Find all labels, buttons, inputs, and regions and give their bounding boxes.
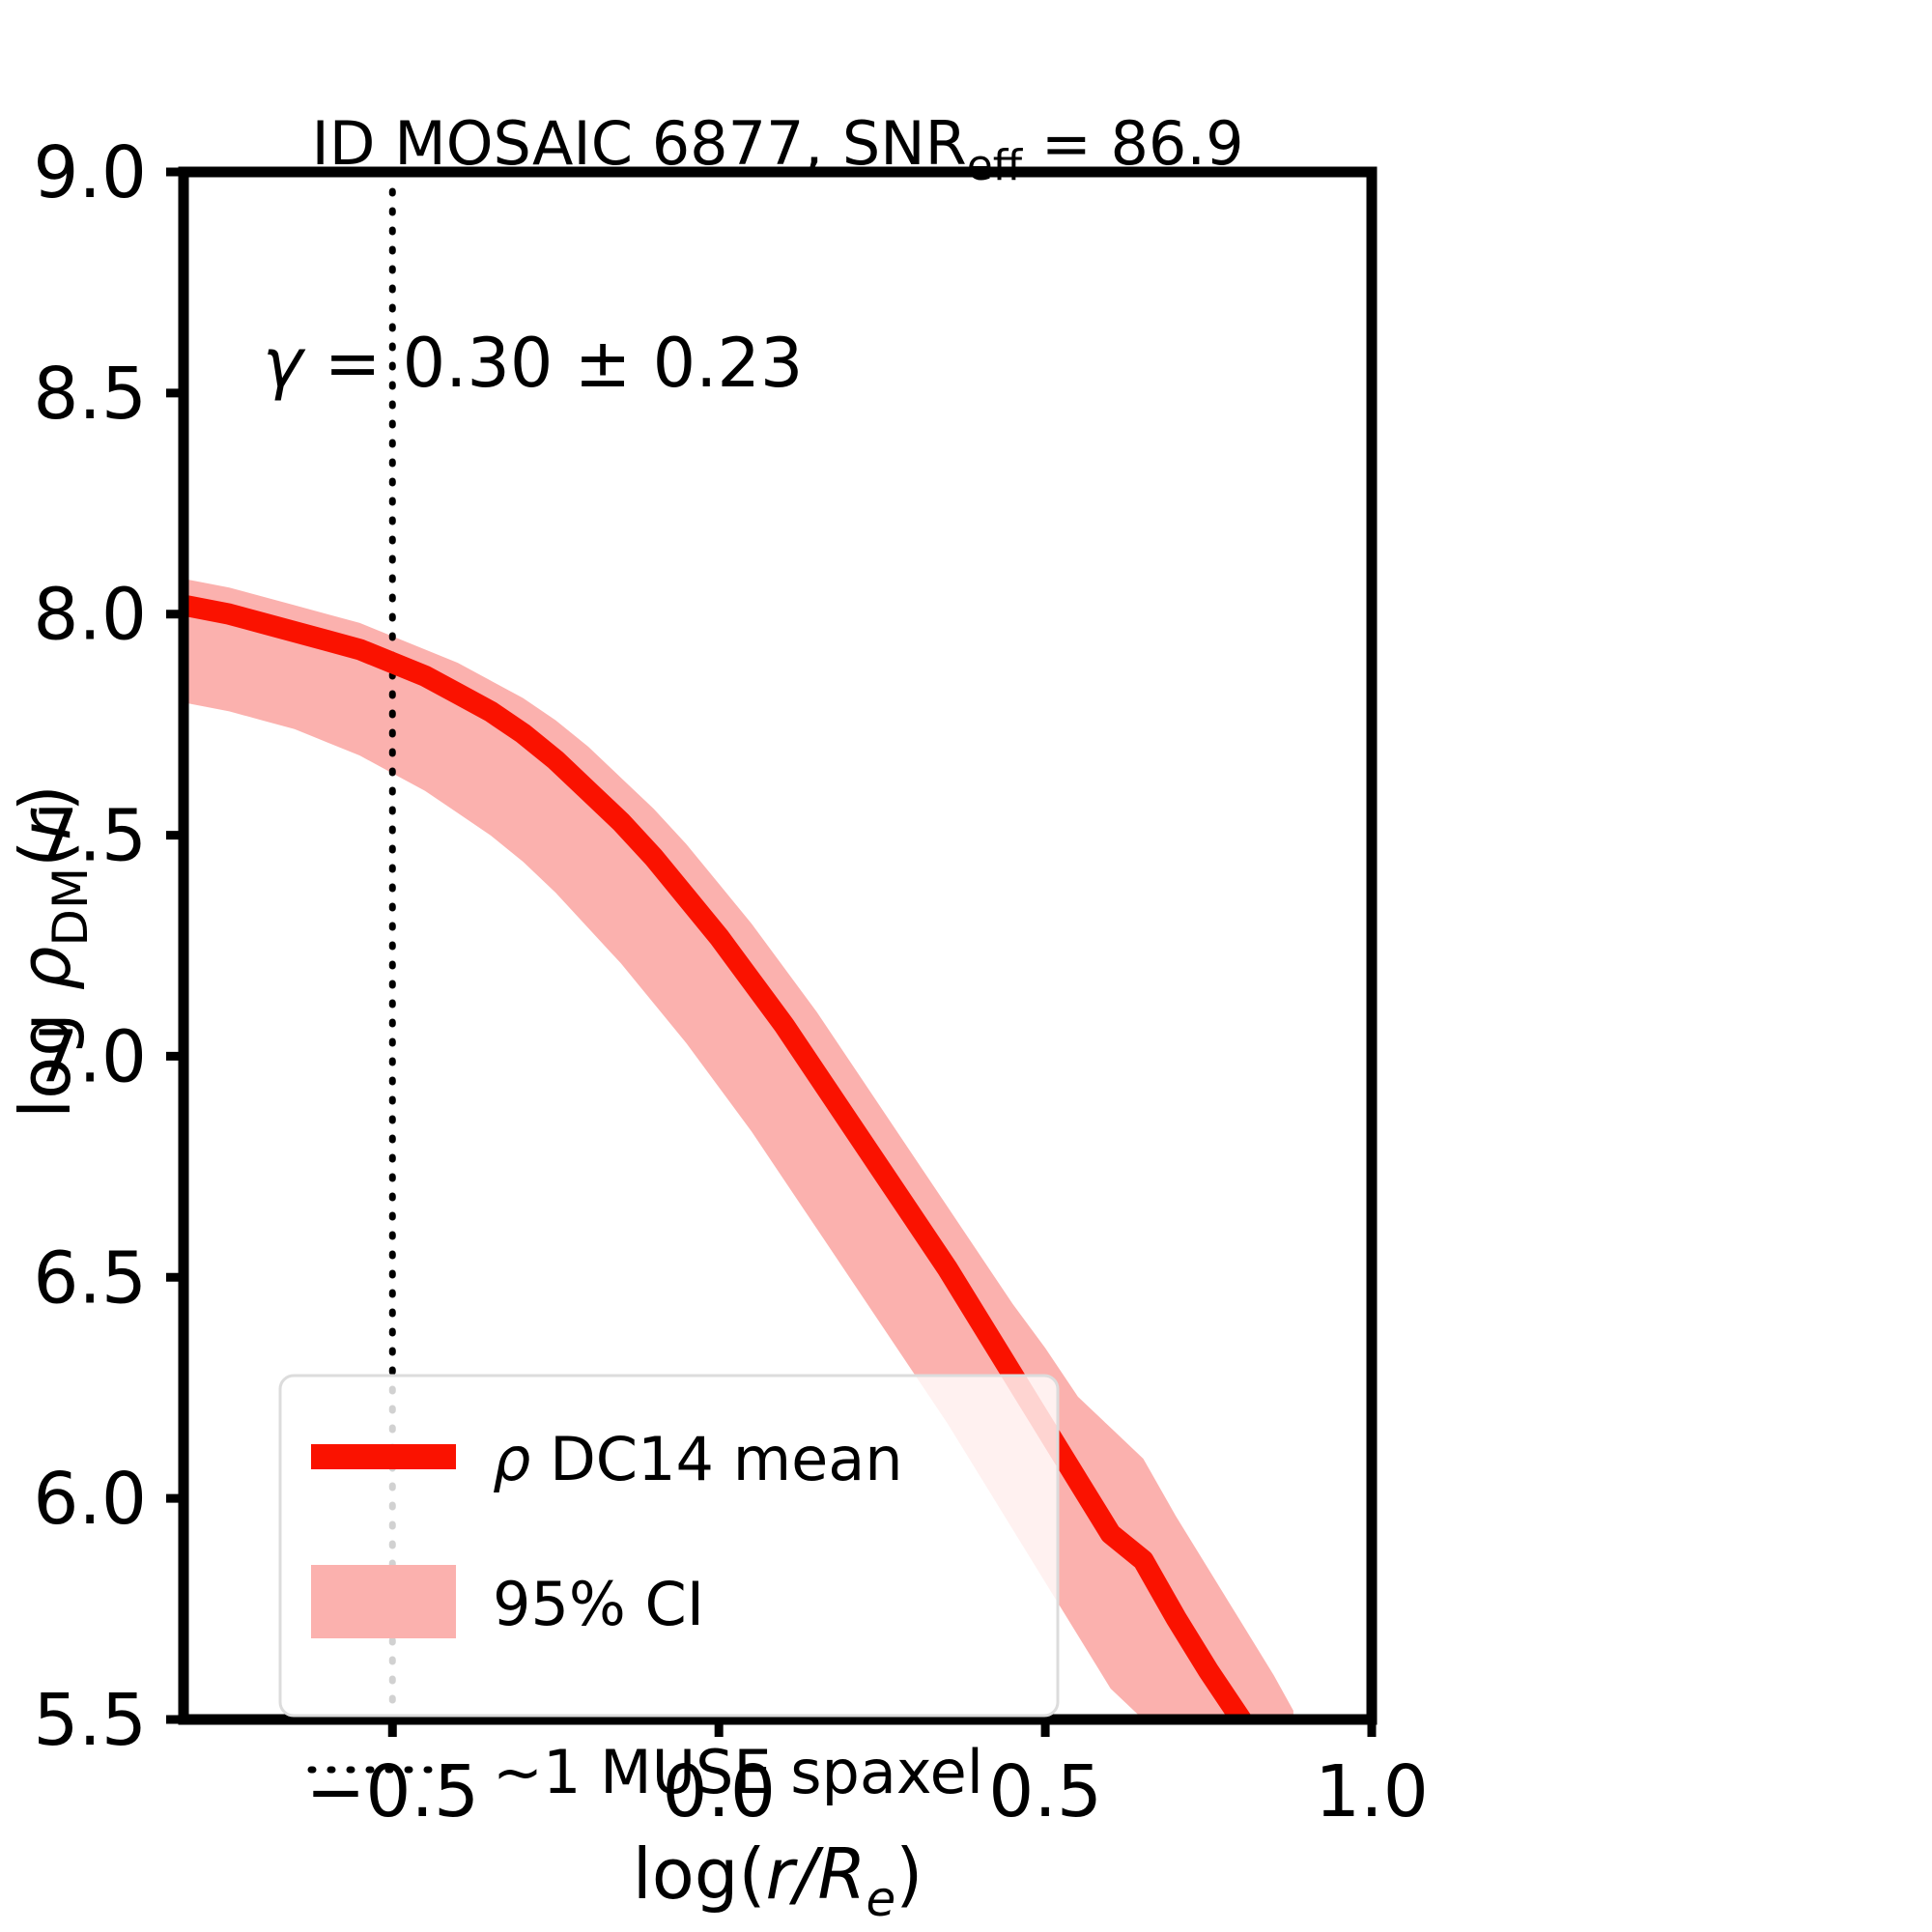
y-tick-label-2: 6.5 (33, 1236, 147, 1320)
y-axis-label: log ρDM(r) (5, 784, 99, 1119)
legend-label-mean: ρ DC14 mean (493, 1424, 903, 1494)
y-tick-label-4: 7.5 (33, 795, 147, 878)
legend[interactable]: ρ DC14 mean 95% CI ~1 MUSE spaxel (278, 1374, 1060, 1807)
x-tick-label-3: 1.0 (1315, 1750, 1429, 1833)
mean-curve-group (184, 594, 1255, 1719)
y-tick-label-7: 9.0 (33, 131, 147, 214)
y-tick-label-6: 8.5 (33, 353, 147, 436)
x-axis-ticks (387, 1719, 1377, 1737)
y-tick-label-3: 7.0 (33, 1015, 147, 1098)
x-tick-label-0: −0.5 (305, 1750, 479, 1833)
y-axis-tick-labels: 5.5 6.0 6.5 7.0 7.5 8.0 8.5 9.0 (33, 131, 147, 1762)
legend-label-spaxel: ~1 MUSE spaxel (493, 1737, 983, 1807)
x-tick-label-1: 0.0 (662, 1750, 776, 1833)
legend-item-ci[interactable]: 95% CI (311, 1565, 704, 1639)
y-tick-label-1: 6.0 (33, 1458, 147, 1541)
legend-box (278, 1374, 1060, 1718)
y-tick-label-5: 8.0 (33, 574, 147, 657)
gamma-annotation: γ = 0.30 ± 0.23 (263, 324, 803, 403)
x-axis-tick-labels: −0.5 0.0 0.5 1.0 (305, 1750, 1428, 1833)
x-tick-label-2: 0.5 (988, 1750, 1102, 1833)
chart-title: ID MOSAIC 6877, SNReff = 86.9 (311, 108, 1243, 190)
y-axis-ticks (166, 167, 184, 1724)
y-tick-label-0: 5.5 (33, 1679, 147, 1762)
axes-spines (178, 166, 1378, 1725)
legend-label-ci: 95% CI (493, 1569, 704, 1639)
x-axis-label: log(r/Re) (633, 1833, 923, 1927)
legend-item-mean[interactable]: ρ DC14 mean (311, 1424, 903, 1494)
dc14-mean-line (184, 594, 1255, 1719)
legend-item-spaxel[interactable]: ~1 MUSE spaxel (307, 1737, 983, 1807)
legend-swatch-ci-patch (311, 1565, 456, 1638)
